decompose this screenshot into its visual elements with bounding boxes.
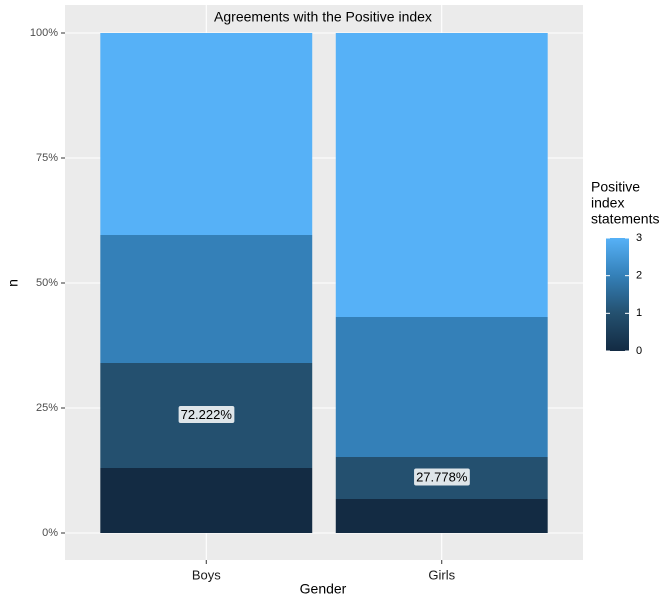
bar-segment bbox=[100, 468, 313, 533]
legend-label: 3 bbox=[636, 232, 642, 244]
annotation-bg bbox=[178, 405, 235, 423]
y-tick-label: 0% bbox=[42, 527, 58, 539]
legend-title: Positive bbox=[591, 179, 640, 195]
chart-title: Agreements with the Positive index bbox=[214, 9, 432, 25]
y-tick-label: 50% bbox=[36, 277, 58, 289]
bar-segment bbox=[335, 33, 548, 317]
y-axis-label: n bbox=[5, 279, 21, 287]
x-tick-label: Boys bbox=[192, 567, 221, 582]
x-axis-label: Gender bbox=[300, 581, 347, 597]
legend-colorbar bbox=[606, 238, 629, 351]
y-tick-label: 25% bbox=[36, 402, 58, 414]
y-tick-label: 100% bbox=[30, 27, 58, 39]
y-tick-label: 75% bbox=[36, 152, 58, 164]
legend-label: 2 bbox=[636, 270, 642, 282]
annotation: 72.222% bbox=[178, 405, 235, 423]
annotation-text: 27.778% bbox=[416, 469, 468, 484]
legend-title: statements bbox=[591, 211, 659, 227]
annotation: 27.778% bbox=[414, 468, 470, 486]
legend-label: 1 bbox=[636, 307, 642, 319]
bar-segment bbox=[100, 235, 313, 363]
bar-segment bbox=[100, 33, 313, 235]
legend-label: 0 bbox=[636, 345, 642, 357]
x-tick-label: Girls bbox=[428, 567, 455, 582]
legend-title: index bbox=[591, 195, 624, 211]
annotation-text: 72.222% bbox=[181, 407, 233, 422]
bar-segment bbox=[335, 499, 548, 533]
bar-segment bbox=[335, 317, 548, 457]
annotation-bg bbox=[414, 468, 470, 486]
